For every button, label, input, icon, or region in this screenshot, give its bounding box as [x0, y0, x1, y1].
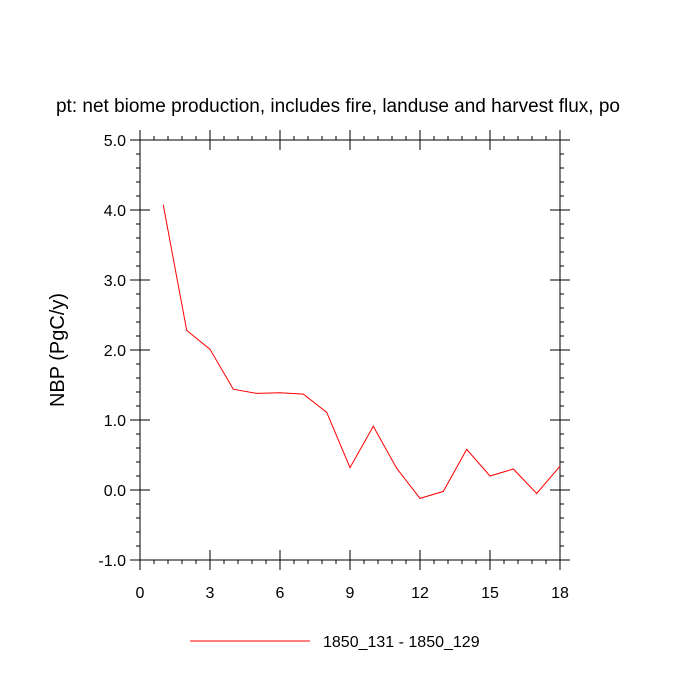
tick-labels: 0 3 6 9 12 15 18 -1.0 0.0 1.0 2.0 3.0 4.0 5.0 — [98, 133, 569, 602]
y-tick-label: 1.0 — [104, 413, 126, 430]
y-tick-label: 2.0 — [104, 343, 126, 360]
y-tick-label: 0.0 — [104, 483, 126, 500]
data-point — [326, 411, 328, 413]
y-tick-label: -1.0 — [98, 553, 126, 570]
series-line — [162, 205, 561, 499]
data-point — [559, 465, 561, 467]
y-tick-label: 5.0 — [104, 133, 126, 150]
data-point — [466, 448, 468, 450]
data-point — [442, 490, 444, 492]
data-point — [279, 392, 281, 394]
x-tick-label: 18 — [551, 585, 569, 602]
x-tick-label: 15 — [481, 585, 499, 602]
series-layer — [162, 204, 561, 499]
data-point — [512, 468, 514, 470]
y-tick-label: 3.0 — [104, 273, 126, 290]
legend: 1850_131 - 1850_129 — [190, 634, 480, 651]
plot-frame — [139, 139, 561, 561]
minor-ticks — [136, 136, 564, 564]
major-ticks — [130, 130, 570, 570]
chart-title: pt: net biome production, includes fire,… — [56, 96, 620, 117]
data-point — [209, 348, 211, 350]
data-point — [162, 204, 164, 206]
y-tick-label: 4.0 — [104, 203, 126, 220]
data-point — [396, 467, 398, 469]
data-point — [419, 497, 421, 499]
data-point — [372, 425, 374, 427]
data-point — [256, 392, 258, 394]
x-tick-label: 9 — [346, 585, 355, 602]
data-point — [489, 475, 491, 477]
x-tick-label: 6 — [276, 585, 285, 602]
data-point — [302, 393, 304, 395]
data-point — [349, 467, 351, 469]
data-point — [536, 493, 538, 494]
x-tick-label: 12 — [411, 585, 429, 602]
data-point — [232, 388, 234, 390]
y-axis-label: NBP (PgC/y) — [47, 293, 69, 407]
x-tick-label: 0 — [136, 585, 145, 602]
data-point — [186, 329, 188, 331]
x-tick-label: 3 — [206, 585, 215, 602]
legend-label: 1850_131 - 1850_129 — [323, 634, 480, 651]
